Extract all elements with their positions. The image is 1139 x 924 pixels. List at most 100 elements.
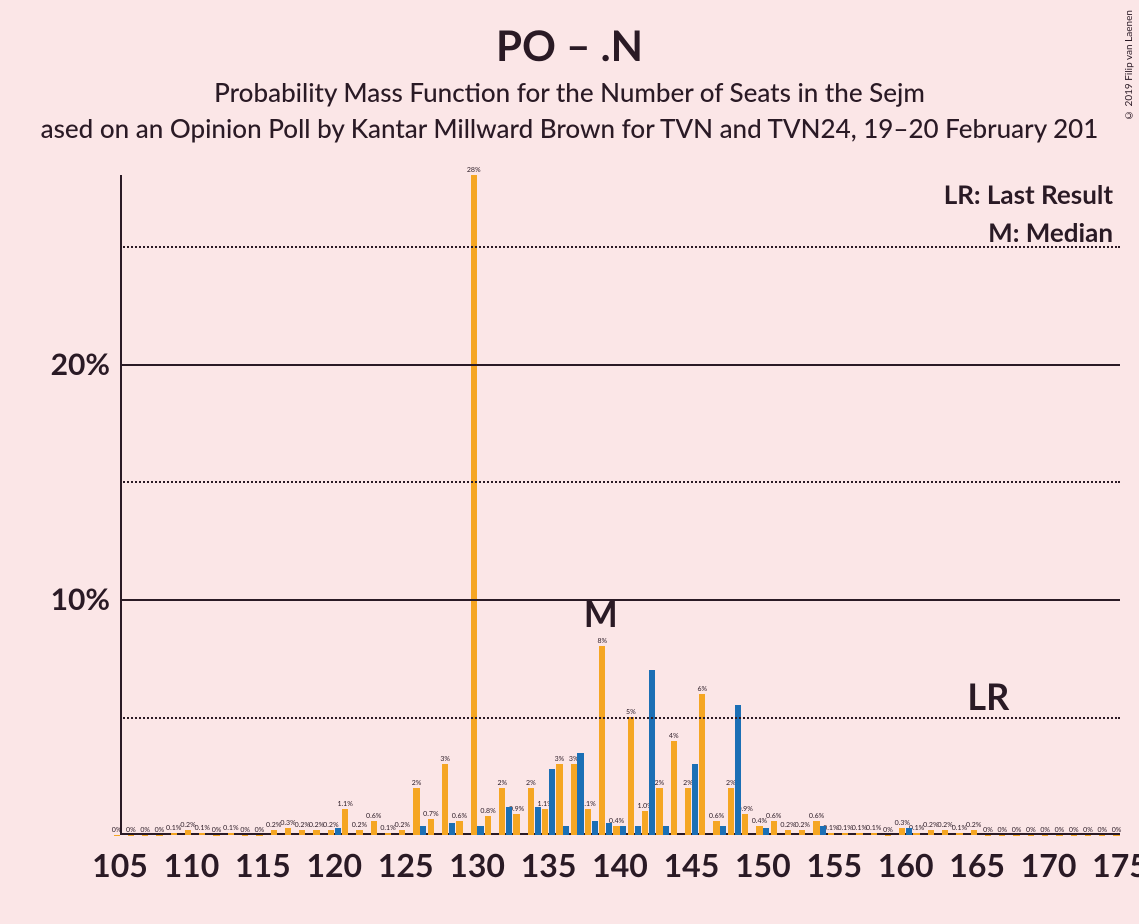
bar-value-label: 0% xyxy=(1012,826,1022,834)
bar xyxy=(649,670,655,835)
x-axis-tick-label: 140 xyxy=(592,845,648,884)
bar xyxy=(563,826,569,835)
bar xyxy=(156,835,162,836)
bar-value-label: 1.1% xyxy=(337,800,352,808)
gridline xyxy=(120,246,1120,248)
bar-value-label: 0% xyxy=(883,826,893,834)
bar xyxy=(828,833,834,835)
bar xyxy=(685,788,691,835)
bar xyxy=(571,764,577,835)
bar-value-label: 0.7% xyxy=(423,810,438,818)
bar-value-label: 2% xyxy=(497,779,507,787)
bar xyxy=(756,826,762,835)
bar-value-label: 0.2% xyxy=(937,821,952,829)
bar xyxy=(513,814,519,835)
bar xyxy=(535,807,541,835)
bar xyxy=(956,833,962,835)
bar-value-label: 0% xyxy=(1040,826,1050,834)
bar xyxy=(142,835,148,836)
bar xyxy=(356,830,362,835)
bar-value-label: 3% xyxy=(440,755,450,763)
bar xyxy=(171,833,177,835)
bar xyxy=(699,694,705,835)
chart-subtitle2: ased on an Opinion Poll by Kantar Millwa… xyxy=(0,112,1139,144)
bar-value-label: 0.2% xyxy=(295,821,310,829)
plot-area: 0%0%0%0%0.1%0.2%0.1%0%0.1%0%0%0.2%0.3%0.… xyxy=(120,175,1120,835)
bar xyxy=(999,835,1005,836)
x-axis-tick-label: 105 xyxy=(92,845,148,884)
bar-value-label: 0% xyxy=(983,826,993,834)
bar xyxy=(942,830,948,835)
bar xyxy=(285,828,291,835)
bar xyxy=(577,753,583,836)
bar xyxy=(985,835,991,836)
bar-value-label: 2% xyxy=(412,779,422,787)
bar-value-label: 3% xyxy=(555,755,565,763)
bar-value-label: 0.2% xyxy=(966,821,981,829)
gridline xyxy=(120,481,1120,483)
bar-value-label: 0.1% xyxy=(866,824,881,832)
bar xyxy=(671,741,677,835)
bar xyxy=(399,830,405,835)
bar xyxy=(692,764,698,835)
bar xyxy=(114,835,120,836)
bar-value-label: 2% xyxy=(655,779,665,787)
bar-value-label: 0.1% xyxy=(166,824,181,832)
bar-value-label: 6% xyxy=(697,685,707,693)
bar-value-label: 0% xyxy=(997,826,1007,834)
bar xyxy=(477,826,483,835)
bar xyxy=(906,828,912,835)
bar xyxy=(1042,835,1048,836)
bar xyxy=(342,809,348,835)
bar-value-label: 0.6% xyxy=(809,812,824,820)
bar-value-label: 0.2% xyxy=(180,821,195,829)
chart-subtitle: Probability Mass Function for the Number… xyxy=(0,76,1139,108)
bar xyxy=(620,826,626,835)
bar-value-label: 0.3% xyxy=(895,819,910,827)
y-axis-label: 20% xyxy=(10,346,110,382)
bar xyxy=(556,764,562,835)
bar xyxy=(242,835,248,836)
bar xyxy=(820,826,826,835)
bar-value-label: 0% xyxy=(1112,826,1122,834)
bar xyxy=(371,821,377,835)
bar xyxy=(642,811,648,835)
gridline xyxy=(120,364,1120,366)
bar xyxy=(656,788,662,835)
last-result-annotation: LR xyxy=(967,674,1009,718)
bar xyxy=(971,830,977,835)
bar xyxy=(1071,835,1077,836)
bar xyxy=(185,830,191,835)
bars-layer: 0%0%0%0%0.1%0.2%0.1%0%0.1%0%0%0.2%0.3%0.… xyxy=(120,175,1120,835)
bar xyxy=(442,764,448,835)
bar xyxy=(735,705,741,835)
chart-title: PO – .N xyxy=(0,20,1139,70)
bar-value-label: 8% xyxy=(597,637,607,645)
y-axis-label: 10% xyxy=(10,581,110,617)
bar-value-label: 0.1% xyxy=(223,824,238,832)
bar-value-label: 0% xyxy=(1055,826,1065,834)
bar xyxy=(585,809,591,835)
bar xyxy=(771,821,777,835)
bar-value-label: 0.3% xyxy=(280,819,295,827)
bar-value-label: 2% xyxy=(526,779,536,787)
bar-value-label: 0.2% xyxy=(309,821,324,829)
bar xyxy=(449,823,455,835)
bar xyxy=(271,830,277,835)
bar xyxy=(871,833,877,835)
bar-value-label: 0.2% xyxy=(395,821,410,829)
bar xyxy=(213,835,219,836)
bar xyxy=(485,816,491,835)
bar xyxy=(763,828,769,835)
bar-value-label: 0% xyxy=(255,826,265,834)
bar xyxy=(785,830,791,835)
bar-value-label: 0% xyxy=(212,826,222,834)
bar xyxy=(471,175,477,835)
bar-value-label: 4% xyxy=(669,732,679,740)
bar xyxy=(385,833,391,835)
bar-value-label: 5% xyxy=(626,708,636,716)
x-axis-tick-label: 150 xyxy=(735,845,791,884)
bar-value-label: 0.1% xyxy=(852,824,867,832)
copyright-text: © 2019 Filip van Laenen xyxy=(1123,10,1135,121)
bar xyxy=(256,835,262,836)
